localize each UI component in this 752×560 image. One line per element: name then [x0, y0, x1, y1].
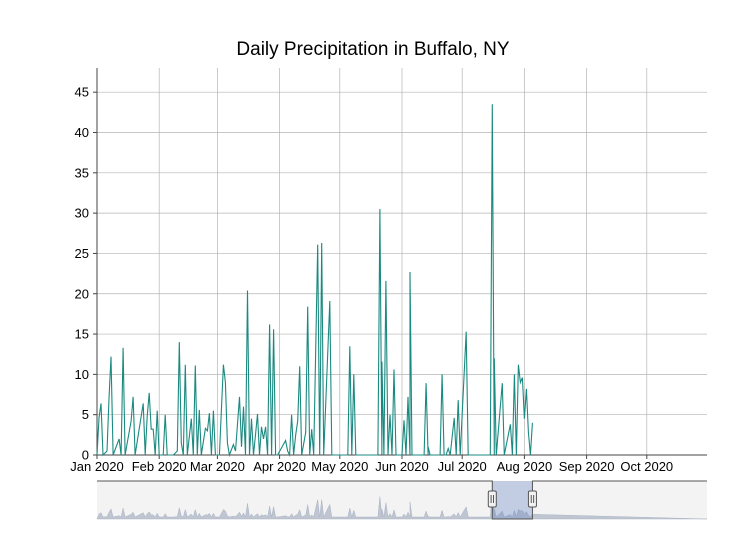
y-axis-ticks: 0 5 10 15 20 25 30 35 40 45	[75, 85, 97, 463]
range-navigator[interactable]	[96, 480, 708, 520]
navigator-outline	[97, 480, 707, 520]
x-tick-label: May 2020	[311, 459, 368, 474]
y-tick-label: 5	[82, 407, 89, 422]
navigator-background	[97, 481, 707, 519]
y-tick-label: 25	[75, 246, 89, 261]
x-tick-label: Jun 2020	[375, 459, 429, 474]
series-line	[96, 104, 533, 458]
y-tick-label: 40	[75, 125, 89, 140]
y-tick-label: 20	[75, 286, 89, 301]
x-tick-label: Jul 2020	[438, 459, 487, 474]
x-tick-label: Jan 2020	[70, 459, 124, 474]
y-tick-label: 15	[75, 327, 89, 342]
x-tick-label: Sep 2020	[559, 459, 615, 474]
handle-grip[interactable]	[527, 490, 537, 508]
x-tick-label: Aug 2020	[497, 459, 553, 474]
y-tick-label: 10	[75, 367, 89, 382]
navigator-left-handle[interactable]	[487, 490, 497, 508]
y-tick-label: 35	[75, 165, 89, 180]
chart-title: Daily Precipitation in Buffalo, NY	[236, 39, 509, 60]
x-tick-label: Feb 2020	[132, 459, 187, 474]
x-tick-label: Oct 2020	[620, 459, 673, 474]
handle-grip[interactable]	[487, 490, 497, 508]
navigator-selected-window[interactable]	[492, 481, 533, 519]
x-tick-label: Apr 2020	[253, 459, 306, 474]
navigator-right-handle[interactable]	[527, 490, 537, 508]
x-tick-label: Mar 2020	[190, 459, 245, 474]
y-tick-label: 30	[75, 206, 89, 221]
y-tick-label: 0	[82, 448, 89, 463]
navigator-area	[96, 487, 708, 520]
y-tick-label: 45	[75, 85, 89, 100]
x-axis-ticks: Jan 2020 Feb 2020 Mar 2020 Apr 2020 May 2020…	[70, 455, 673, 474]
grid-lines	[96, 68, 707, 456]
